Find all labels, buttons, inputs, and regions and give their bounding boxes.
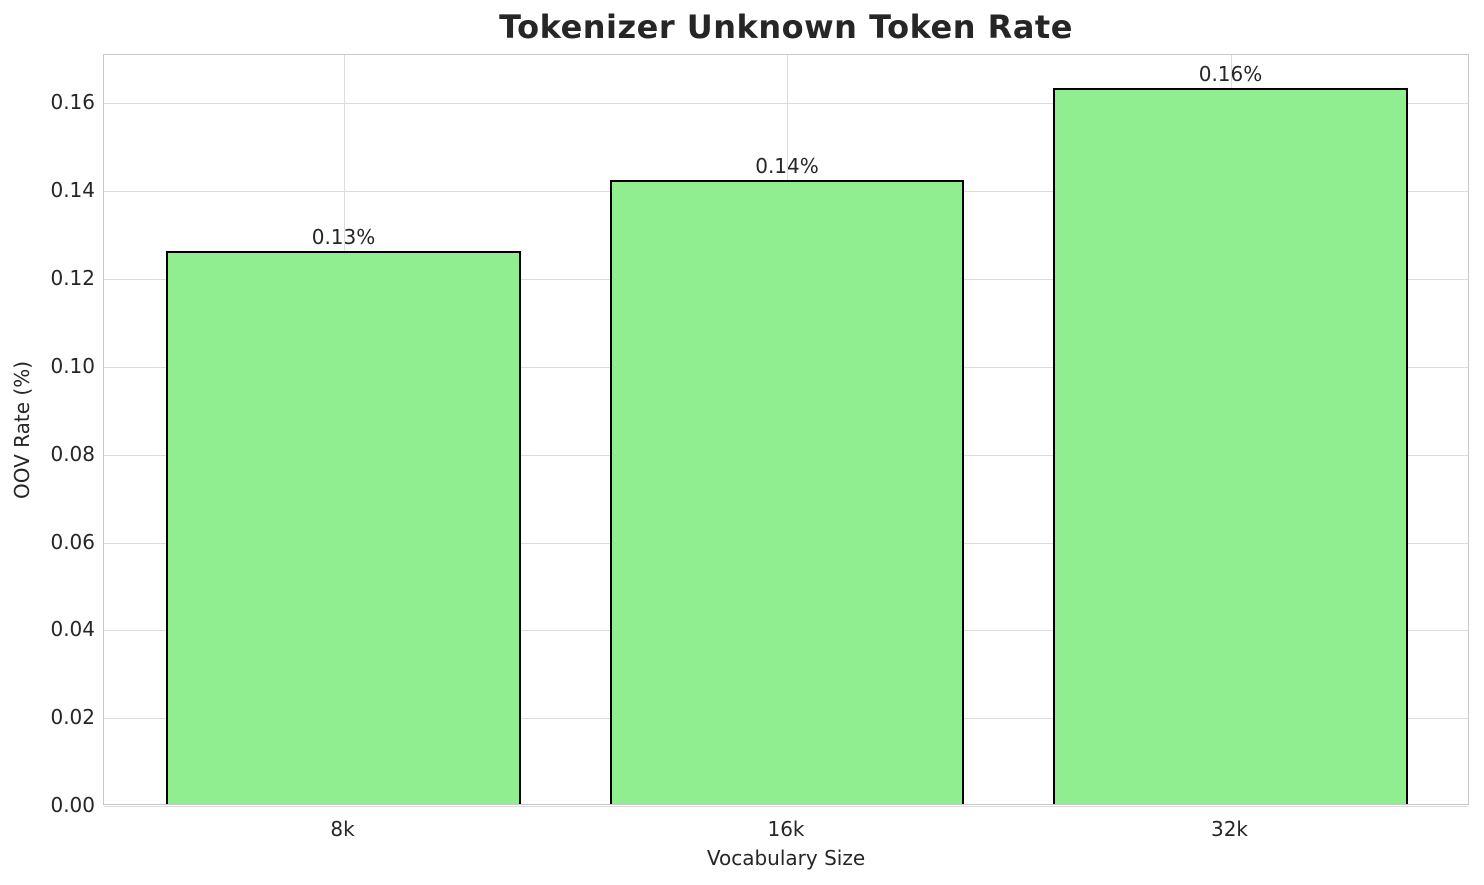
x-tick-label-8k: 8k — [330, 817, 355, 841]
x-tick-label-32k: 32k — [1210, 817, 1249, 841]
y-tick-label: 0.14 — [50, 178, 95, 203]
y-axis-label: OOV Rate (%) — [10, 361, 34, 499]
y-tick-label: 0.02 — [50, 705, 95, 730]
gridline-horizontal — [104, 806, 1468, 807]
y-tick-label: 0.04 — [50, 617, 95, 642]
y-tick-label: 0.10 — [50, 353, 95, 378]
chart-title: Tokenizer Unknown Token Rate — [499, 8, 1073, 46]
x-axis-label: Vocabulary Size — [706, 846, 866, 870]
x-tick-label-16k: 16k — [767, 817, 805, 841]
bar-16k — [609, 180, 965, 804]
bar-value-label: 0.13% — [311, 224, 376, 249]
gridline-horizontal — [104, 103, 1468, 105]
bar-32k — [1053, 88, 1408, 804]
y-tick-label: 0.00 — [50, 793, 95, 817]
y-tick-label: 0.12 — [50, 266, 95, 290]
y-tick-label: 0.16 — [50, 90, 95, 115]
bar-value-label: 0.14% — [755, 154, 819, 179]
y-tick-label: 0.08 — [50, 441, 95, 466]
bar-8k — [166, 250, 521, 804]
plot-area: 0.13% 0.14% 0.16% — [103, 54, 1469, 807]
bar-value-label: 0.16% — [1198, 62, 1263, 87]
y-tick-label: 0.06 — [50, 529, 95, 554]
